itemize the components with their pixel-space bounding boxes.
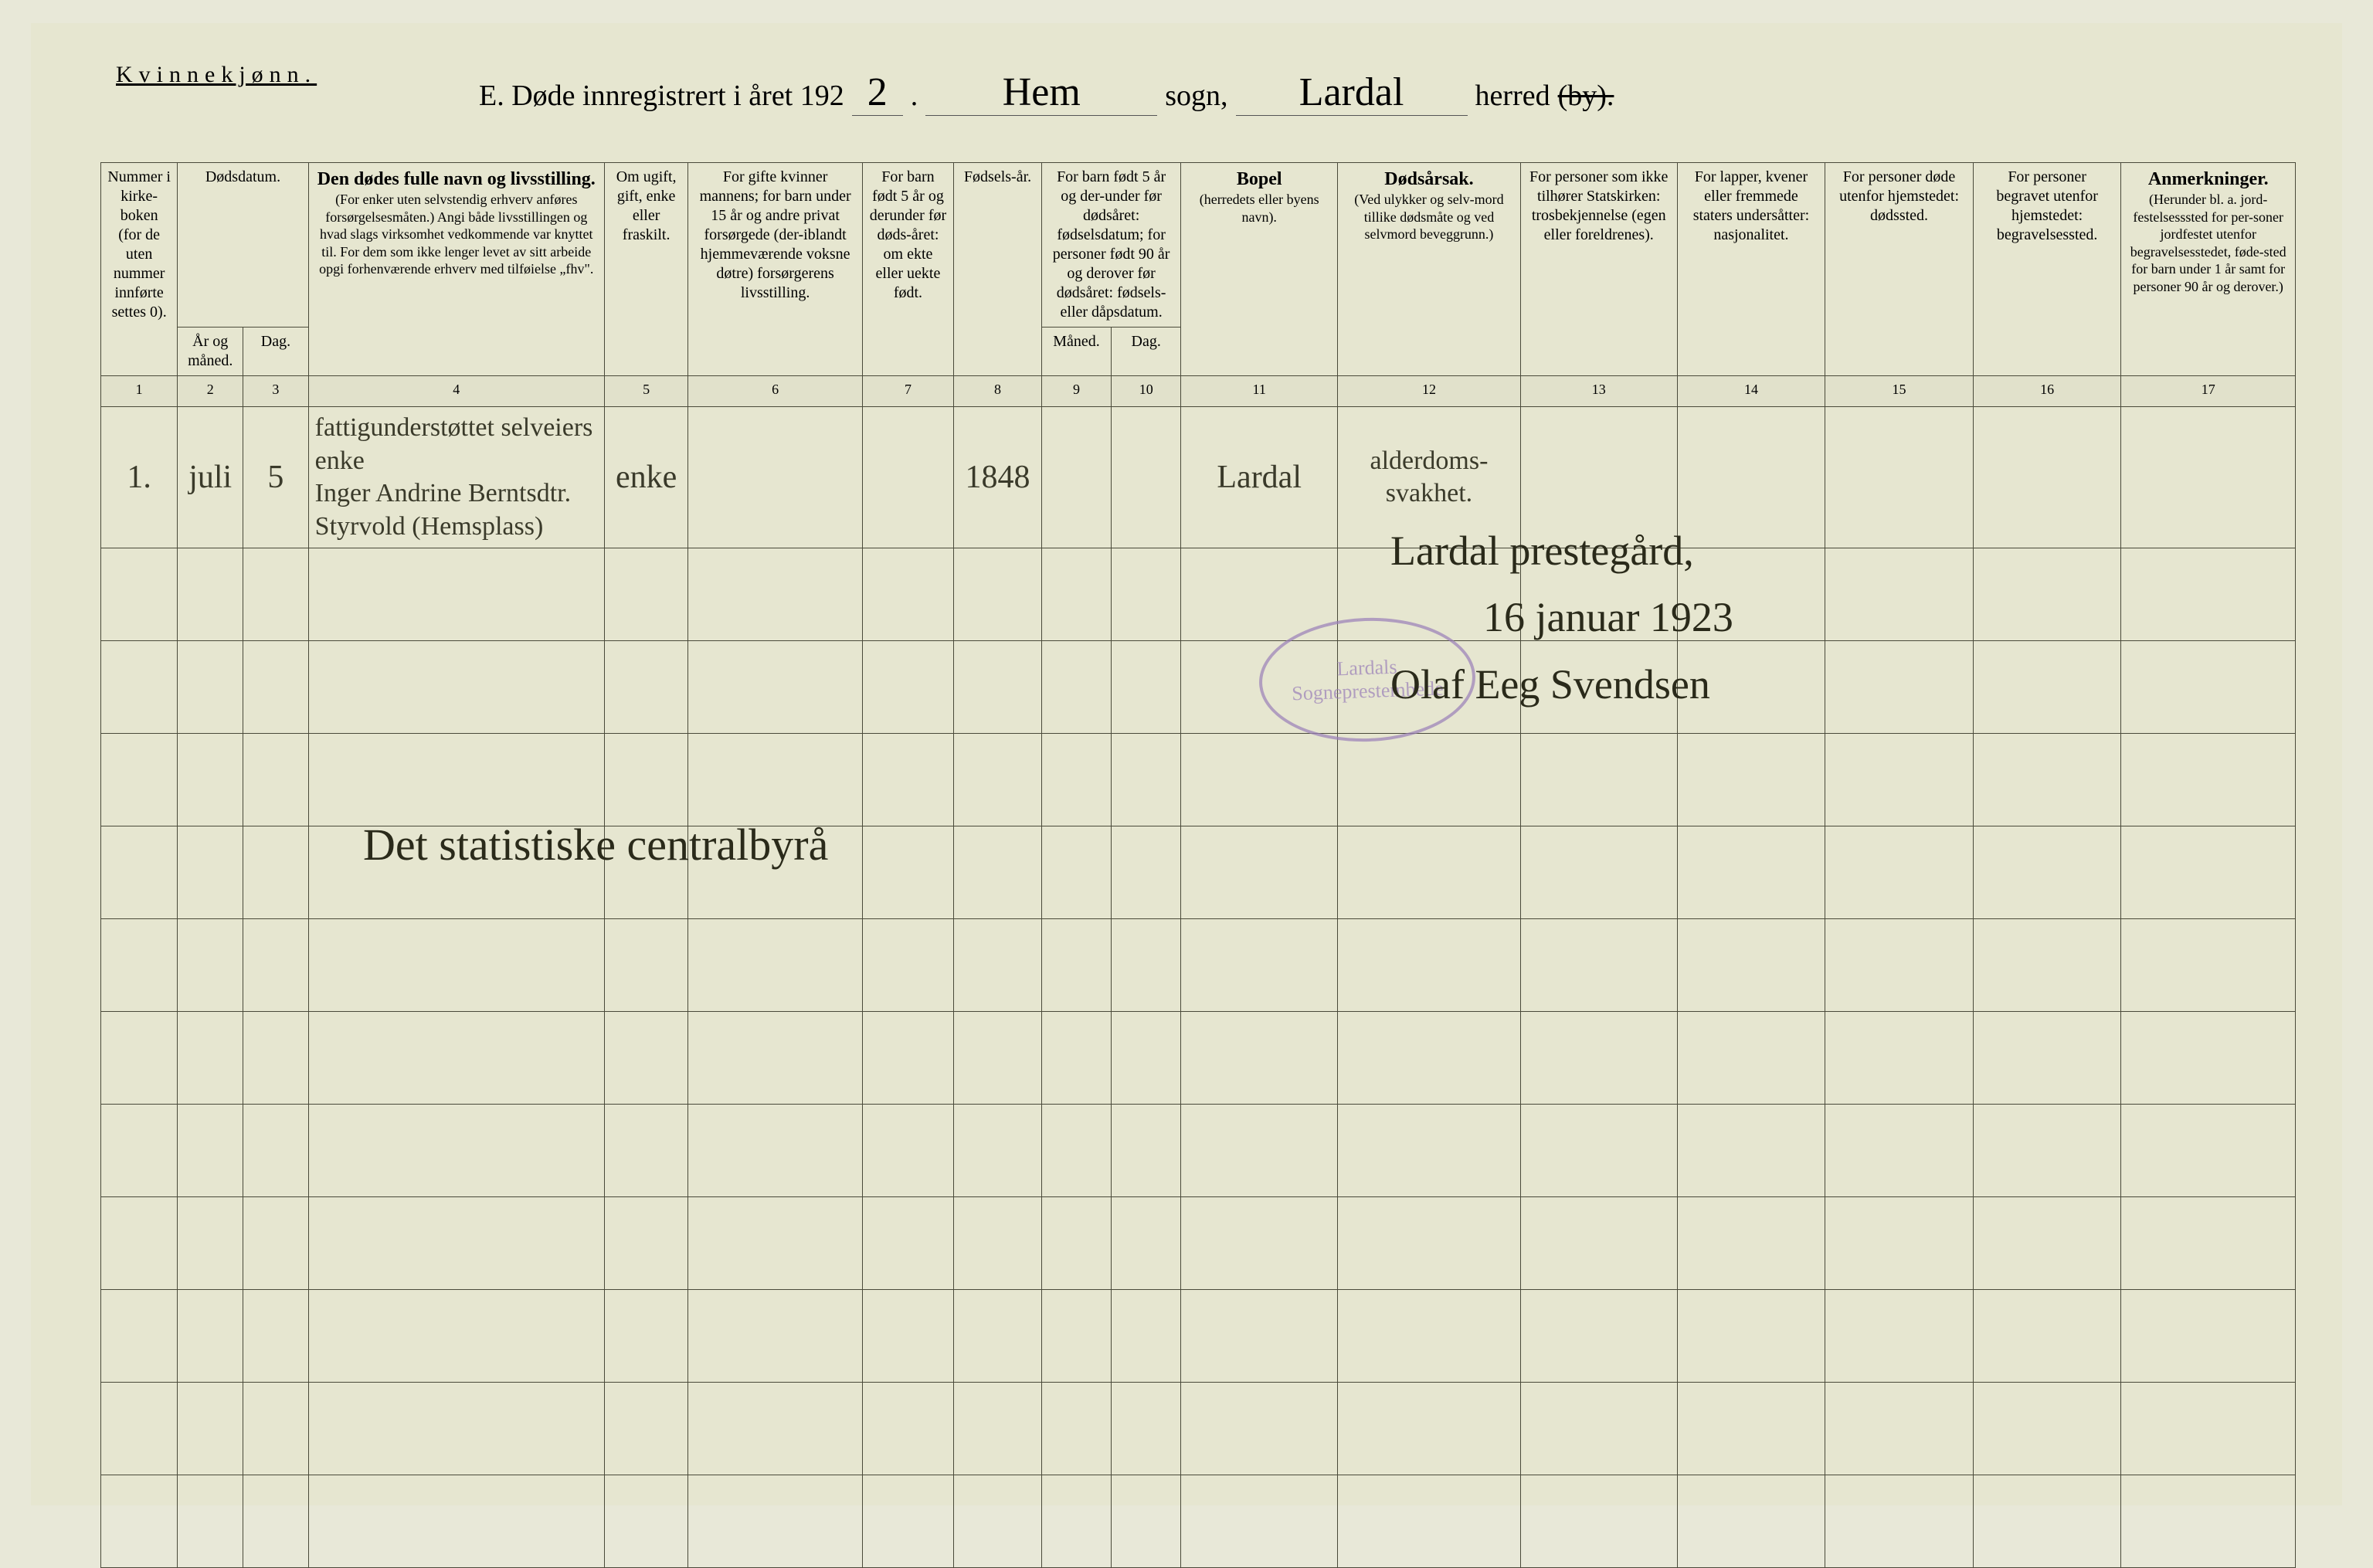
col-header-name-sub: (For enker uten selvstendig erhverv anfø… — [315, 191, 598, 278]
col-header-cause: Dødsårsak. (Ved ulykker og selv-mord til… — [1338, 163, 1521, 376]
col-header-notes: Anmerkninger. (Herunder bl. a. jord-fest… — [2121, 163, 2296, 376]
colnum: 9 — [1041, 376, 1111, 407]
colnum: 13 — [1520, 376, 1677, 407]
colnum: 14 — [1677, 376, 1825, 407]
gender-label: Kvinnekjønn. — [116, 62, 317, 88]
col-header-bmonth: Måned. — [1041, 328, 1111, 376]
table-header: Nummer i kirke-boken (for de uten nummer… — [101, 163, 2296, 407]
title-line: E. Døde innregistrert i året 192 2 . Hem… — [479, 70, 2249, 116]
year-suffix: 2 — [852, 70, 903, 116]
document-page: Kvinnekjønn. E. Døde innregistrert i åre… — [31, 23, 2342, 1505]
empty-row — [101, 548, 2296, 641]
entry-name-line1: fattigunderstøttet selveiers enke — [315, 412, 598, 477]
signature-place: Lardal prestegård, — [1390, 518, 1733, 584]
colnum: 6 — [688, 376, 862, 407]
col-header-spouse: For gifte kvinner mannens; for barn unde… — [688, 163, 862, 376]
signature-name: Olaf Eeg Svendsen — [1390, 651, 1733, 718]
col-header-name: Den dødes fulle navn og livsstilling. (F… — [308, 163, 604, 376]
empty-row — [101, 1383, 2296, 1475]
col-header-burial: For personer begravet utenfor hjemstedet… — [1973, 163, 2121, 376]
col-header-cause-title: Dødsårsak. — [1344, 168, 1514, 191]
col-header-birthyear: Fødsels-år. — [954, 163, 1042, 376]
col-header-nationality: For lapper, kvener eller fremmede stater… — [1677, 163, 1825, 376]
empty-row — [101, 1197, 2296, 1290]
sogn-label: sogn, — [1165, 79, 1227, 113]
entry-residence: Lardal — [1181, 407, 1338, 548]
colnum: 10 — [1112, 376, 1181, 407]
col-header-notes-sub: (Herunder bl. a. jord-festelsesssted for… — [2127, 191, 2289, 295]
empty-row — [101, 1012, 2296, 1105]
by-struck: (by). — [1558, 79, 1614, 113]
colnum: 1 — [101, 376, 178, 407]
col-header-cause-sub: (Ved ulykker og selv-mord tillike dødsmå… — [1344, 191, 1514, 243]
col-header-day: Dag. — [243, 328, 309, 376]
table-body: 1. juli 5 fattigunderstøttet selveiers e… — [101, 407, 2296, 1568]
colnum: 3 — [243, 376, 309, 407]
empty-row — [101, 641, 2296, 734]
stamp-line1: Lardals — [1336, 656, 1397, 681]
colnum: 8 — [954, 376, 1042, 407]
colnum: 2 — [178, 376, 243, 407]
entry-birthyear: 1848 — [954, 407, 1042, 548]
empty-row — [101, 734, 2296, 826]
col-header-deathdate: Dødsdatum. — [178, 163, 308, 328]
col-header-residence-sub: (herredets eller byens navn). — [1187, 191, 1331, 226]
herred-value: Lardal — [1236, 70, 1468, 116]
colnum: 7 — [862, 376, 953, 407]
central-bureau-note: Det statistiske centralbyrå — [363, 819, 828, 871]
colnum: 4 — [308, 376, 604, 407]
signature-block: Lardal prestegård, 16 januar 1923 Olaf E… — [1390, 518, 1733, 718]
empty-row — [101, 919, 2296, 1012]
entry-burial — [1973, 407, 2121, 548]
col-header-month: År og måned. — [178, 328, 243, 376]
entry-notes — [2121, 407, 2296, 548]
title-prefix: E. Døde innregistrert i året 192 — [479, 79, 844, 113]
signature-date: 16 januar 1923 — [1390, 584, 1733, 650]
col-header-number: Nummer i kirke-boken (for de uten nummer… — [101, 163, 178, 376]
empty-row — [101, 1475, 2296, 1568]
col-header-bday: Dag. — [1112, 328, 1181, 376]
col-header-church: For personer som ikke tilhører Statskirk… — [1520, 163, 1677, 376]
entry-name-line2: Inger Andrine Berntsdtr. Styrvold (Hemsp… — [315, 477, 598, 543]
entry-name: fattigunderstøttet selveiers enke Inger … — [308, 407, 604, 548]
entry-status: enke — [604, 407, 688, 548]
empty-row — [101, 1290, 2296, 1383]
col-header-name-title: Den dødes fulle navn og livsstilling. — [315, 168, 598, 191]
colnum: 16 — [1973, 376, 2121, 407]
col-header-residence-title: Bopel — [1187, 168, 1331, 191]
col-header-status: Om ugift, gift, enke eller fraskilt. — [604, 163, 688, 376]
colnum: 17 — [2121, 376, 2296, 407]
col-header-notes-title: Anmerkninger. — [2127, 168, 2289, 191]
entry-deathplace — [1825, 407, 1974, 548]
entry-number: 1. — [101, 407, 178, 548]
entry-day: 5 — [243, 407, 309, 548]
colnum: 12 — [1338, 376, 1521, 407]
empty-row — [101, 1105, 2296, 1197]
col-header-residence: Bopel (herredets eller byens navn). — [1181, 163, 1338, 376]
sogn-value: Hem — [925, 70, 1157, 116]
colnum: 5 — [604, 376, 688, 407]
entry-month: juli — [178, 407, 243, 548]
column-number-row: 1 2 3 4 5 6 7 8 9 10 11 12 13 14 15 16 1… — [101, 376, 2296, 407]
herred-label: herred — [1475, 79, 1550, 113]
col-header-deathplace: For personer døde utenfor hjemstedet: dø… — [1825, 163, 1974, 376]
entry-row-1: 1. juli 5 fattigunderstøttet selveiers e… — [101, 407, 2296, 548]
entry-legitimacy — [862, 407, 953, 548]
title-dot: . — [911, 79, 918, 113]
col-header-birthdate: For barn født 5 år og der-under før døds… — [1041, 163, 1180, 328]
col-header-legitimacy: For barn født 5 år og derunder før døds-… — [862, 163, 953, 376]
colnum: 11 — [1181, 376, 1338, 407]
entry-bday — [1112, 407, 1181, 548]
entry-spouse — [688, 407, 862, 548]
entry-bmonth — [1041, 407, 1111, 548]
colnum: 15 — [1825, 376, 1974, 407]
